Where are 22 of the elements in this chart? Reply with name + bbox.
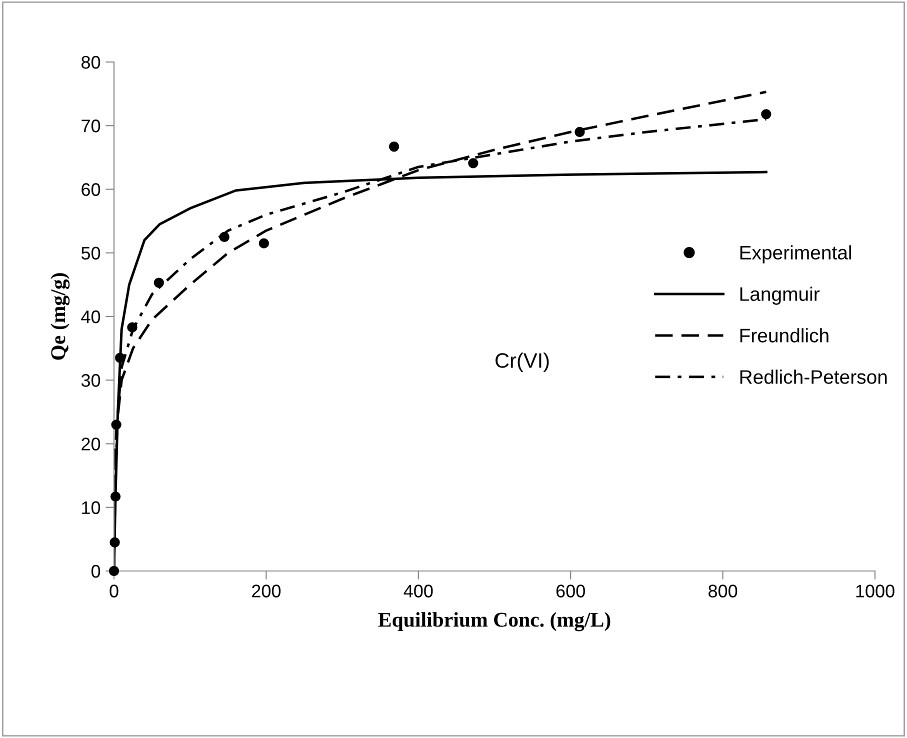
legend-label: Freundlich [740, 328, 828, 342]
legend-label: Langmuir [740, 286, 820, 305]
y-tick-label: 10 [82, 501, 100, 514]
y-tick-label: 20 [82, 438, 100, 450]
x-tick-label: 600 [556, 584, 585, 598]
legend-label: Redlich-Peterson [740, 370, 887, 384]
y-tick-label: 0 [91, 564, 100, 578]
y-axis-title: Qe (mg/g) [50, 273, 70, 360]
x-tick-label: 1000 [856, 584, 894, 598]
y-tick-label: 80 [82, 56, 100, 69]
x-tick-label: 0 [110, 584, 118, 598]
x-tick-label: 200 [252, 584, 281, 598]
x-tick-label: 400 [404, 584, 433, 598]
annotation: Cr(VI) [496, 352, 549, 372]
x-axis-title: Equilibrium Conc. (mg/L) [378, 612, 610, 632]
y-tick-label: 60 [82, 183, 100, 196]
y-tick-label: 50 [81, 246, 100, 260]
y-tick-label: 40 [81, 310, 100, 324]
legend-label: Experimental [740, 245, 851, 264]
y-tick-label: 30 [81, 374, 100, 387]
x-tick-label: 800 [708, 584, 738, 598]
y-tick-label: 70 [82, 120, 100, 132]
